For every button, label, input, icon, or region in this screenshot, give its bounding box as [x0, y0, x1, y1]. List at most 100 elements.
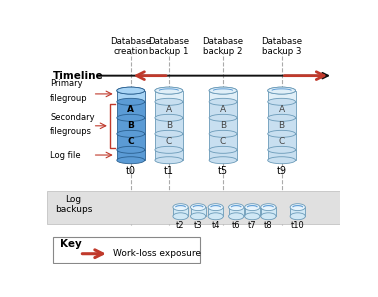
Bar	[209, 150, 237, 160]
Ellipse shape	[290, 213, 305, 220]
Bar	[209, 118, 237, 134]
Bar	[208, 207, 223, 216]
Text: t6: t6	[232, 221, 240, 230]
Text: A: A	[220, 105, 226, 114]
Ellipse shape	[155, 157, 183, 164]
Ellipse shape	[191, 204, 206, 211]
Text: Primary: Primary	[50, 79, 83, 88]
Bar	[268, 118, 296, 134]
Ellipse shape	[117, 87, 145, 94]
Ellipse shape	[261, 204, 276, 211]
Text: Secondary: Secondary	[50, 113, 95, 122]
Ellipse shape	[117, 146, 145, 153]
Ellipse shape	[209, 87, 237, 94]
Ellipse shape	[261, 213, 276, 220]
Bar	[47, 191, 340, 224]
Ellipse shape	[173, 204, 188, 211]
Text: Work-loss exposure: Work-loss exposure	[113, 249, 201, 258]
Text: Database
backup 1: Database backup 1	[148, 37, 189, 56]
Bar	[268, 102, 296, 118]
Bar	[229, 207, 244, 216]
Text: Database
creation: Database creation	[110, 37, 151, 56]
Text: t2: t2	[176, 221, 185, 230]
Bar	[173, 207, 188, 216]
Bar	[290, 207, 305, 216]
Ellipse shape	[155, 146, 183, 153]
Ellipse shape	[173, 213, 188, 220]
Bar	[245, 207, 260, 216]
Bar	[191, 207, 206, 216]
Text: B: B	[220, 121, 226, 130]
Bar	[117, 118, 145, 134]
Text: B: B	[127, 121, 134, 130]
Ellipse shape	[268, 87, 296, 94]
Text: C: C	[220, 137, 226, 146]
Bar	[155, 102, 183, 118]
Ellipse shape	[155, 87, 183, 94]
Ellipse shape	[268, 87, 296, 94]
Ellipse shape	[268, 157, 296, 164]
Bar	[155, 150, 183, 160]
Text: t5: t5	[218, 166, 228, 176]
Text: filegroups: filegroups	[50, 127, 92, 136]
Ellipse shape	[155, 87, 183, 94]
Text: t7: t7	[248, 221, 257, 230]
Ellipse shape	[117, 98, 145, 105]
Bar	[117, 102, 145, 118]
Ellipse shape	[245, 213, 260, 220]
Text: filegroup: filegroup	[50, 94, 88, 103]
Text: Log
backups: Log backups	[55, 195, 92, 214]
Ellipse shape	[209, 98, 237, 105]
Text: t8: t8	[264, 221, 273, 230]
Ellipse shape	[117, 130, 145, 137]
Bar	[117, 134, 145, 150]
Text: Log file: Log file	[50, 151, 81, 159]
Bar	[268, 134, 296, 150]
Text: C: C	[127, 137, 134, 146]
Text: t0: t0	[126, 166, 136, 176]
Bar	[261, 207, 276, 216]
Bar	[209, 134, 237, 150]
Text: t10: t10	[291, 221, 305, 230]
Bar	[209, 91, 237, 102]
Ellipse shape	[290, 204, 305, 211]
Ellipse shape	[245, 204, 260, 211]
Text: Key: Key	[60, 239, 82, 249]
Ellipse shape	[155, 130, 183, 137]
Ellipse shape	[191, 213, 206, 220]
Ellipse shape	[155, 98, 183, 105]
Bar	[155, 118, 183, 134]
Bar	[268, 150, 296, 160]
Text: Database
backup 2: Database backup 2	[203, 37, 243, 56]
Ellipse shape	[117, 87, 145, 94]
Bar	[117, 91, 145, 102]
Ellipse shape	[208, 204, 223, 211]
Text: B: B	[166, 121, 172, 130]
Ellipse shape	[208, 213, 223, 220]
Bar	[155, 134, 183, 150]
Text: t4: t4	[211, 221, 220, 230]
Bar	[117, 150, 145, 160]
Ellipse shape	[229, 213, 244, 220]
Text: C: C	[166, 137, 172, 146]
Bar	[155, 91, 183, 102]
Ellipse shape	[209, 157, 237, 164]
Ellipse shape	[268, 146, 296, 153]
Ellipse shape	[209, 114, 237, 121]
Text: C: C	[279, 137, 285, 146]
Bar	[209, 102, 237, 118]
Ellipse shape	[268, 98, 296, 105]
Text: B: B	[279, 121, 285, 130]
Text: Timeline: Timeline	[53, 71, 104, 81]
FancyBboxPatch shape	[53, 237, 200, 263]
Text: Database
backup 3: Database backup 3	[261, 37, 302, 56]
Ellipse shape	[209, 146, 237, 153]
Ellipse shape	[117, 157, 145, 164]
Text: A: A	[279, 105, 285, 114]
Ellipse shape	[209, 130, 237, 137]
Ellipse shape	[229, 204, 244, 211]
Ellipse shape	[268, 114, 296, 121]
Text: A: A	[166, 105, 172, 114]
Text: t9: t9	[277, 166, 287, 176]
Ellipse shape	[268, 130, 296, 137]
